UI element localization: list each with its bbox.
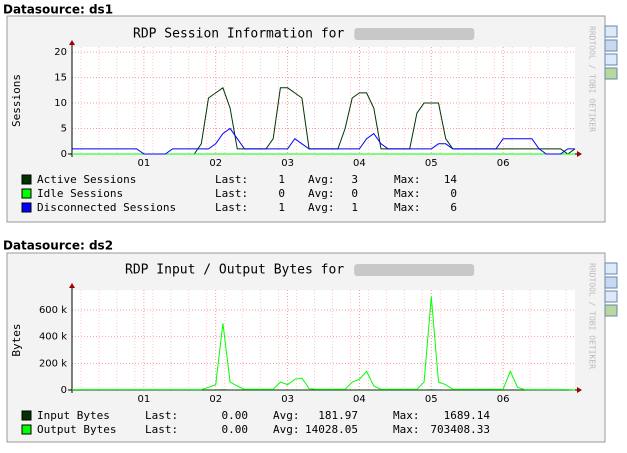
stat-value: 3 [351, 173, 358, 186]
axis-arrow [577, 387, 582, 393]
watermark: RRDTOOL / TOBI OETIKER [588, 26, 597, 132]
x-tick-label: 06 [497, 394, 510, 405]
stat-value: 0 [450, 187, 457, 200]
stat-value: 14 [444, 173, 458, 186]
stat-value: 703408.33 [430, 423, 490, 436]
side-icon [604, 290, 618, 303]
x-tick-label: 06 [497, 158, 510, 169]
stat-value: 1689.14 [444, 409, 491, 422]
series-line [72, 296, 576, 391]
y-tick-label: 20 [54, 47, 67, 58]
stat-label: Last: [145, 423, 178, 436]
stat-value: 181.97 [318, 409, 358, 422]
stat-label: Last: [215, 187, 248, 200]
x-tick-label: 04 [353, 394, 366, 405]
legend-swatch [21, 410, 32, 421]
stat-label: Max: [394, 201, 421, 214]
axis-arrow [69, 283, 75, 288]
y-axis-label: Sessions [10, 74, 23, 127]
stat-label: Max: [393, 409, 420, 422]
chart-title: RDP Session Information for [133, 27, 344, 42]
y-tick-label: 5 [61, 124, 67, 135]
legend-label: Disconnected Sessions [37, 201, 176, 214]
blurred-host [354, 264, 475, 276]
legend-swatch [21, 188, 32, 199]
axis-arrow [69, 40, 75, 45]
stat-value: 1 [278, 201, 285, 214]
side-icon [604, 276, 618, 289]
legend-swatch [21, 202, 32, 213]
chart-title: RDP Input / Output Bytes for [125, 263, 344, 278]
x-tick-label: 03 [281, 158, 294, 169]
stat-label: Avg: [308, 173, 335, 186]
stat-value: 14028.05 [305, 423, 358, 436]
y-tick-label: 0 [61, 149, 67, 160]
legend-label: Active Sessions [37, 173, 136, 186]
stat-label: Max: [393, 423, 420, 436]
x-tick-label: 02 [209, 158, 222, 169]
side-icon [604, 262, 618, 275]
watermark: RRDTOOL / TOBI OETIKER [588, 263, 597, 369]
stat-label: Avg: [308, 187, 335, 200]
stat-value: 0 [278, 187, 285, 200]
plot-area [72, 290, 575, 390]
stat-label: Last: [145, 409, 178, 422]
side-icon [604, 304, 618, 317]
legend-label: Output Bytes [37, 423, 116, 436]
plot-area [72, 47, 575, 154]
stat-value: 0.00 [222, 409, 249, 422]
axis-arrow [577, 151, 582, 157]
datasource-heading: Datasource: ds2 [3, 239, 113, 253]
side-icon [604, 67, 618, 80]
y-tick-label: 0 [61, 385, 67, 396]
side-icon [604, 39, 618, 52]
stat-value: 0.00 [222, 423, 249, 436]
stat-label: Avg: [273, 409, 300, 422]
stat-label: Avg: [273, 423, 300, 436]
legend-label: Idle Sessions [37, 187, 123, 200]
stat-value: 1 [278, 173, 285, 186]
y-tick-label: 200 k [39, 358, 67, 369]
blurred-host [354, 28, 475, 40]
y-tick-label: 600 k [39, 305, 67, 316]
x-tick-label: 04 [353, 158, 366, 169]
stat-value: 6 [450, 201, 457, 214]
stat-label: Max: [394, 173, 421, 186]
x-tick-label: 05 [425, 158, 438, 169]
stat-label: Max: [394, 187, 421, 200]
x-tick-label: 02 [209, 394, 222, 405]
x-tick-label: 01 [137, 158, 150, 169]
stat-value: 1 [351, 201, 358, 214]
side-icon [604, 25, 618, 38]
x-tick-label: 03 [281, 394, 294, 405]
series-line [72, 127, 575, 155]
y-tick-label: 10 [54, 98, 67, 109]
legend-label: Input Bytes [37, 409, 110, 422]
legend-swatch [21, 174, 32, 185]
stat-label: Last: [215, 201, 248, 214]
x-tick-label: 01 [137, 394, 150, 405]
y-tick-label: 15 [54, 73, 67, 84]
stat-value: 0 [351, 187, 358, 200]
x-tick-label: 05 [425, 394, 438, 405]
y-axis-label: Bytes [10, 323, 23, 356]
side-icon [604, 53, 618, 66]
stat-label: Last: [215, 173, 248, 186]
y-tick-label: 400 k [39, 332, 67, 343]
stat-label: Avg: [308, 201, 335, 214]
legend-swatch [21, 424, 32, 435]
datasource-heading: Datasource: ds1 [3, 3, 113, 17]
